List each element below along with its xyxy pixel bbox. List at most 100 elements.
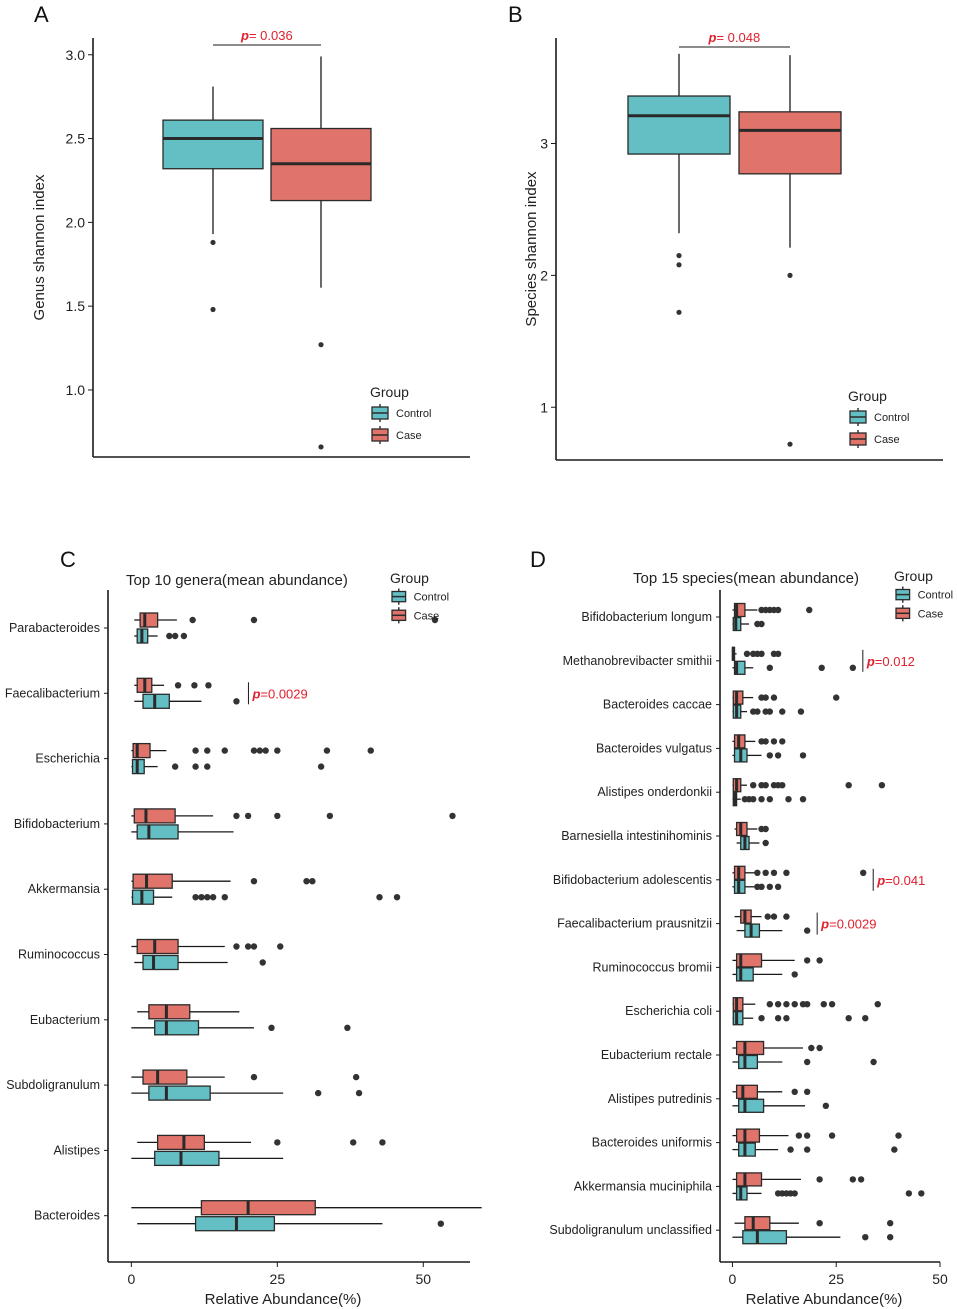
control-outlier <box>758 1015 765 1022</box>
legend-label-case: Case <box>414 610 440 622</box>
case-outlier <box>808 1044 815 1052</box>
p-value-label: p= 0.048 <box>708 30 761 45</box>
case-outlier <box>791 1001 798 1008</box>
panel-label-d: D <box>530 547 546 572</box>
case-outlier <box>764 913 771 920</box>
control-outlier <box>758 883 765 890</box>
case-outlier <box>318 342 324 348</box>
control-outlier <box>758 796 765 803</box>
legend-label-control: Control <box>874 412 909 424</box>
control-box <box>627 95 731 155</box>
case-outlier <box>750 782 757 789</box>
case-box <box>200 1200 316 1216</box>
control-outlier <box>171 763 179 770</box>
control-outlier <box>783 1015 790 1022</box>
p-symbol: p <box>251 686 260 701</box>
legend-title: Group <box>894 568 933 584</box>
case-outlier <box>379 1139 386 1146</box>
case-outlier <box>816 1044 823 1052</box>
y-axis-title: Genus shannon index <box>31 174 48 320</box>
case-outlier <box>174 682 182 689</box>
control-outlier <box>766 752 774 759</box>
y-tick-label: 1.0 <box>66 382 86 398</box>
x-tick-label: 0 <box>729 1271 737 1287</box>
case-outlier <box>192 747 199 754</box>
case-outlier <box>762 782 769 789</box>
case-outlier <box>277 943 284 950</box>
case-outlier <box>874 1001 881 1008</box>
case-outlier <box>845 782 852 789</box>
category-label: Bifidobacterium <box>14 817 100 831</box>
case-box <box>738 111 842 175</box>
control-outlier <box>774 752 782 759</box>
control-outlier <box>818 664 825 671</box>
case-outlier <box>795 1132 803 1139</box>
case-outlier <box>318 444 324 450</box>
case-outlier <box>886 1220 894 1227</box>
panel-label-c: C <box>60 547 76 572</box>
case-outlier <box>758 650 765 657</box>
case-outlier <box>849 1176 857 1183</box>
y-tick-label: 2.5 <box>66 131 86 147</box>
case-outlier <box>895 1132 902 1139</box>
category-label: Ruminococcus <box>18 948 100 962</box>
y-tick-label: 2.0 <box>66 214 86 230</box>
case-box <box>148 1004 191 1020</box>
x-tick-label: 25 <box>828 1271 844 1287</box>
legend-label-control: Control <box>918 590 953 602</box>
case-box <box>735 1172 763 1187</box>
control-box <box>142 954 179 971</box>
p-symbol: p <box>866 654 875 669</box>
control-outlier <box>774 883 782 890</box>
panel-label-b: B <box>508 2 523 27</box>
control-outlier <box>192 763 199 770</box>
case-outlier <box>803 957 811 964</box>
p-value-text: =0.0029 <box>260 686 307 701</box>
control-outlier <box>210 239 216 246</box>
control-outlier <box>799 752 807 759</box>
case-outlier <box>309 878 316 885</box>
y-tick-label: 1.5 <box>66 298 86 314</box>
case-outlier <box>787 272 793 278</box>
case-outlier <box>367 747 374 754</box>
case-outlier <box>191 682 198 689</box>
case-box <box>156 1134 205 1151</box>
case-outlier <box>779 782 786 789</box>
category-label: Methanobrevibacter smithii <box>563 654 712 668</box>
case-outlier <box>274 1139 281 1146</box>
control-outlier <box>791 971 798 978</box>
control-outlier <box>803 1146 811 1153</box>
case-outlier <box>803 1001 811 1008</box>
case-outlier <box>770 869 778 876</box>
case-outlier <box>816 1220 823 1227</box>
case-box <box>133 808 176 824</box>
p-symbol: p <box>708 30 717 45</box>
case-outlier <box>244 812 252 820</box>
case-outlier <box>244 943 252 950</box>
control-outlier <box>344 1024 351 1032</box>
case-outlier <box>743 650 751 657</box>
case-outlier <box>774 650 782 657</box>
case-box <box>735 953 763 968</box>
control-outlier <box>822 1102 830 1110</box>
category-label: Bacteroides uniformis <box>592 1136 712 1150</box>
case-outlier <box>189 616 196 624</box>
case-outlier <box>303 878 310 885</box>
case-outlier <box>250 878 258 885</box>
x-tick-label: 50 <box>416 1271 432 1287</box>
case-box <box>733 602 746 618</box>
case-outlier <box>250 747 258 754</box>
case-outlier <box>262 747 269 754</box>
x-tick-label: 50 <box>932 1271 948 1287</box>
case-box <box>735 1128 761 1143</box>
y-tick-label: 2 <box>540 267 548 283</box>
category-label: Bacteroides caccae <box>603 698 712 712</box>
case-outlier <box>350 1139 357 1146</box>
category-label: Parabacteroides <box>9 621 100 635</box>
control-outlier <box>314 1089 322 1097</box>
control-outlier <box>862 1015 869 1022</box>
control-outlier <box>862 1234 869 1241</box>
case-outlier <box>779 738 786 745</box>
case-box <box>735 1040 765 1056</box>
control-outlier <box>268 1024 275 1032</box>
